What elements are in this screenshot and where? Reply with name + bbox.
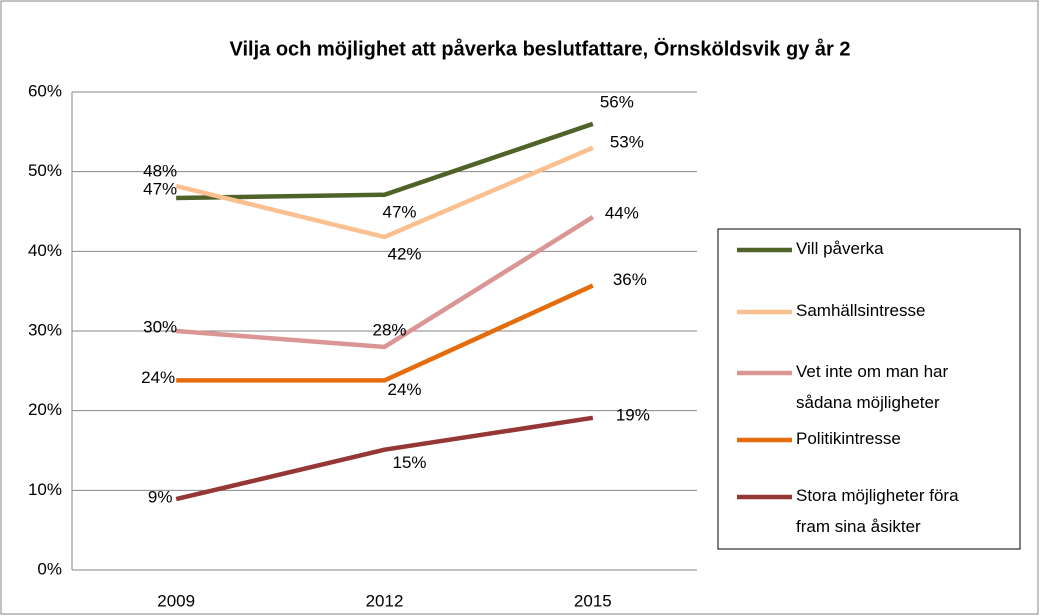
y-tick-label: 60% — [28, 81, 62, 100]
data-label: 44% — [605, 204, 639, 223]
legend-label: Vill påverka — [796, 239, 884, 258]
series-line — [176, 283, 594, 383]
data-label: 24% — [387, 380, 421, 399]
y-tick-label: 50% — [28, 161, 62, 180]
data-label: 24% — [141, 368, 175, 387]
data-label: 30% — [143, 317, 177, 336]
series-line — [175, 215, 595, 350]
y-tick-label: 20% — [28, 400, 62, 419]
data-label: 15% — [392, 453, 426, 472]
data-label: 28% — [372, 320, 406, 339]
x-tick-label: 2012 — [366, 591, 404, 610]
series-line — [175, 145, 594, 240]
y-tick-label: 40% — [28, 241, 62, 260]
x-tick-label: 2009 — [157, 591, 195, 610]
series-line — [176, 121, 594, 201]
data-label: 42% — [387, 244, 421, 263]
legend-label: Stora möjligheter föra fram sina åsikter — [796, 486, 959, 536]
data-label: 9% — [148, 488, 173, 507]
series-line — [175, 415, 594, 502]
legend-label: Vet inte om man har sådana möjligheter — [796, 362, 948, 412]
legend-label: Politikintresse — [796, 429, 901, 448]
chart-title: Vilja och möjlighet att påverka beslutfa… — [230, 37, 851, 60]
legend-label: Samhällsintresse — [796, 301, 925, 320]
data-label: 19% — [616, 405, 650, 424]
data-label: 47% — [143, 179, 177, 198]
y-tick-label: 0% — [37, 559, 62, 578]
y-tick-label: 10% — [28, 480, 62, 499]
data-label: 36% — [613, 270, 647, 289]
x-tick-label: 2015 — [574, 591, 612, 610]
data-label: 53% — [610, 132, 644, 151]
y-tick-label: 30% — [28, 320, 62, 339]
data-label: 48% — [143, 161, 177, 180]
data-label: 47% — [382, 202, 416, 221]
data-label: 56% — [600, 92, 634, 111]
